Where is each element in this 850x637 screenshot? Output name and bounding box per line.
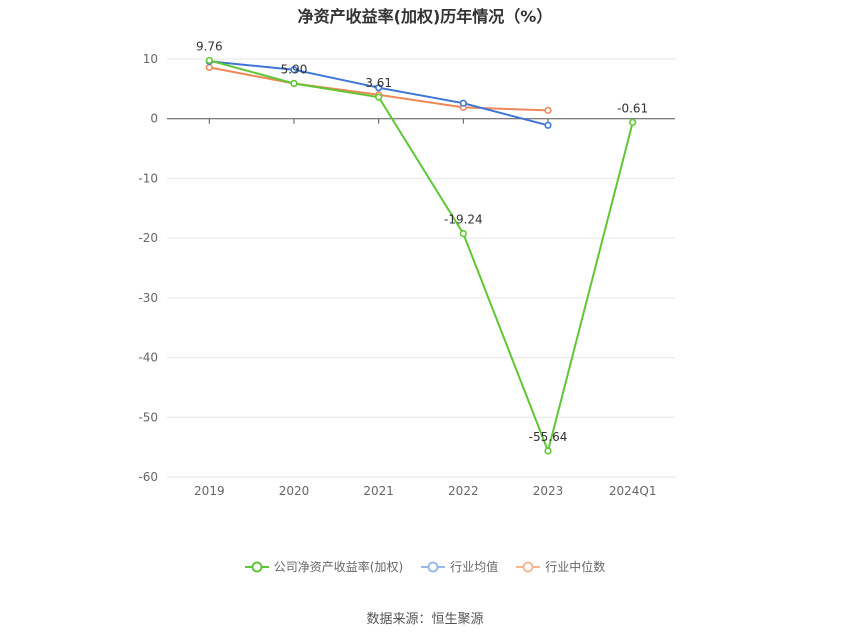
legend-marker-industry-median bbox=[516, 561, 541, 572]
data-point-series-0 bbox=[290, 79, 298, 88]
data-label: 3.61 bbox=[365, 76, 392, 90]
legend-label-industry-mean: 行业均值 bbox=[450, 560, 499, 574]
y-tick-label: -60 bbox=[138, 470, 158, 484]
chart-title: 净资产收益率(加权)历年情况（%） bbox=[297, 7, 553, 26]
y-tick-label: -40 bbox=[138, 351, 158, 365]
data-point-series-1 bbox=[375, 84, 383, 92]
legend-item-company-roe[interactable]: 公司净资产收益率(加权) bbox=[244, 558, 404, 575]
legend-label-industry-median: 行业中位数 bbox=[545, 560, 606, 574]
legend-marker-industry-mean bbox=[421, 561, 446, 572]
y-tick-label: -10 bbox=[138, 171, 158, 185]
legend-marker-company-roe bbox=[244, 561, 269, 572]
data-label: 5.90 bbox=[281, 62, 308, 76]
data-point-series-0 bbox=[375, 93, 383, 101]
data-label: 9.76 bbox=[196, 39, 223, 53]
data-point-series-1 bbox=[290, 66, 298, 74]
data-source: 数据来源：恒生聚源 bbox=[366, 612, 484, 627]
y-tick-label: -30 bbox=[138, 291, 158, 305]
x-tick-label: 2023 bbox=[533, 484, 564, 498]
legend-label-company-roe: 公司净资产收益率(加权) bbox=[273, 560, 404, 574]
data-point-series-0 bbox=[459, 230, 467, 238]
data-label: -0.61 bbox=[617, 101, 648, 115]
data-point-series-2 bbox=[544, 106, 552, 114]
legend-item-industry-median[interactable]: 行业中位数 bbox=[516, 558, 605, 575]
x-tick-label: 2020 bbox=[279, 484, 310, 498]
data-point-series-0 bbox=[544, 447, 552, 455]
series-line-0 bbox=[209, 59, 634, 452]
y-tick-label: 10 bbox=[143, 52, 158, 66]
data-point-series-0 bbox=[205, 56, 213, 65]
legend: 公司净资产收益率(加权) 行业均值 行业中位数 bbox=[0, 558, 850, 575]
x-tick-label: 2021 bbox=[363, 484, 394, 498]
data-point-series-1 bbox=[459, 99, 467, 107]
data-label: -55.64 bbox=[529, 430, 568, 444]
y-tick-label: -50 bbox=[138, 410, 158, 424]
y-tick-label: -20 bbox=[138, 231, 158, 245]
data-point-series-2 bbox=[205, 63, 213, 71]
data-label: -19.24 bbox=[444, 213, 483, 227]
x-tick-label: 2022 bbox=[448, 484, 479, 498]
data-point-series-1 bbox=[544, 121, 552, 129]
x-tick-label: 2024Q1 bbox=[609, 484, 657, 498]
data-point-series-0 bbox=[629, 118, 637, 126]
legend-item-industry-mean[interactable]: 行业均值 bbox=[421, 558, 498, 575]
y-tick-label: 0 bbox=[150, 112, 158, 126]
x-tick-label: 2019 bbox=[194, 484, 225, 498]
